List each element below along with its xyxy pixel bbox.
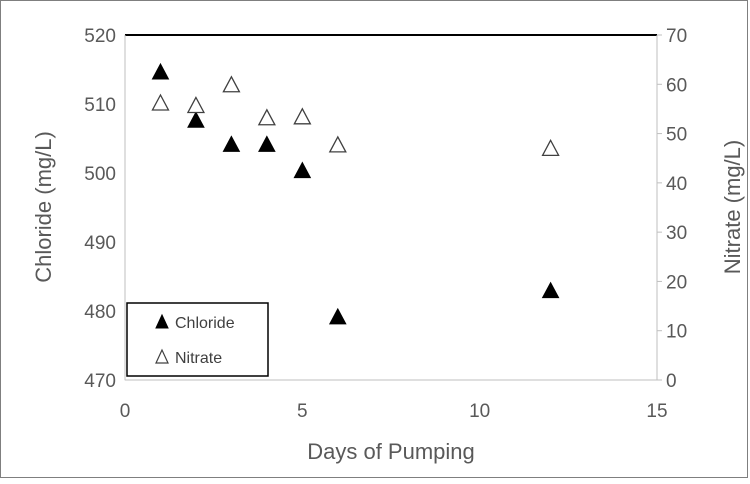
left-tick-label: 490 (84, 233, 116, 254)
chloride-point (541, 281, 560, 299)
left-tick-label: 520 (84, 26, 116, 47)
x-tick-label: 15 (646, 401, 667, 422)
chloride-point (222, 135, 241, 152)
left-tick-label: 470 (84, 371, 116, 392)
chloride-point (151, 62, 170, 80)
nitrate-point (293, 107, 312, 125)
data-markers (151, 62, 560, 325)
legend-label-chloride: Chloride (175, 315, 235, 332)
x-tick-label: 5 (297, 401, 308, 422)
right-tick-label: 10 (666, 322, 687, 343)
nitrate-point (257, 108, 276, 126)
left-tick-label: 480 (84, 302, 116, 323)
x-tick-label: 10 (469, 401, 490, 422)
right-tick-label: 50 (666, 125, 687, 146)
right-tick-label: 20 (666, 272, 687, 293)
right-tick-label: 30 (666, 223, 687, 244)
right-tick-label: 60 (666, 75, 687, 96)
legend-marker-chloride (155, 313, 169, 329)
nitrate-point (186, 96, 206, 114)
nitrate-point (222, 75, 241, 93)
x-axis-ticks: 0 5 10 15 (120, 401, 668, 422)
left-tick-label: 500 (84, 164, 116, 185)
chloride-point (258, 135, 276, 152)
right-axis-ticks: 0 10 20 30 40 50 60 70 (657, 26, 687, 392)
legend-marker-nitrate (155, 348, 169, 364)
right-tick-label: 40 (666, 174, 687, 195)
x-tick-label: 0 (120, 401, 131, 422)
left-axis-title: Chloride (mg/L) (31, 131, 56, 283)
nitrate-point (328, 135, 347, 153)
chloride-point (293, 161, 312, 179)
nitrate-point (541, 138, 560, 156)
legend: Chloride Nitrate (126, 302, 269, 377)
right-axis-title: Nitrate (mg/L) (720, 140, 745, 274)
legend-box (126, 302, 269, 377)
chloride-point (328, 307, 347, 325)
right-tick-label: 0 (666, 371, 677, 392)
nitrate-point (151, 93, 170, 111)
right-tick-label: 70 (666, 26, 687, 47)
chloride-point (187, 111, 205, 128)
legend-label-nitrate: Nitrate (175, 350, 222, 367)
x-axis-title: Days of Pumping (307, 439, 475, 464)
left-tick-label: 510 (84, 95, 116, 116)
left-axis-ticks: 470 480 490 500 510 520 (84, 26, 116, 392)
